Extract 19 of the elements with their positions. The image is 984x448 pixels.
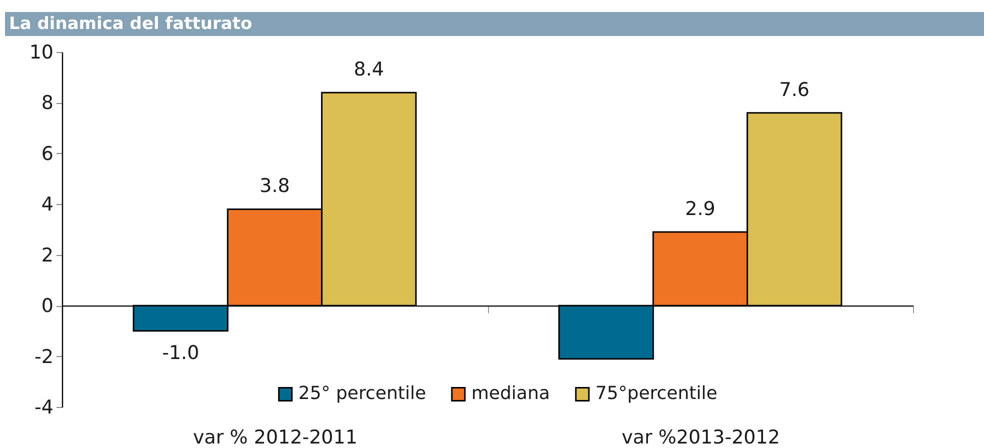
y-tick-label: 2: [41, 244, 54, 266]
y-tick-label: 0: [41, 295, 54, 318]
x-tick-label: var % 2012-2011: [193, 426, 358, 448]
data-label: 8.4: [354, 58, 384, 81]
y-tick-label: 8: [41, 92, 54, 114]
y-tick-label: -4: [34, 396, 54, 418]
y-tick-label: 10: [29, 42, 54, 64]
y-tick-label: -2: [34, 346, 54, 368]
y-tick-label: 6: [41, 142, 54, 165]
x-tick-label: var %2013-2012: [622, 426, 780, 448]
y-tick-label: 4: [41, 194, 54, 216]
data-label: 3.8: [260, 175, 290, 198]
legend-label: 75°percentile: [595, 383, 718, 404]
chart-title: La dinamica del fatturato: [9, 14, 252, 34]
legend-label: 25° percentile: [298, 383, 426, 404]
data-label: 2.9: [685, 198, 716, 220]
data-label: -1.0: [162, 342, 200, 364]
legend-label: mediana: [471, 383, 550, 404]
data-label: 7.6: [779, 78, 810, 101]
